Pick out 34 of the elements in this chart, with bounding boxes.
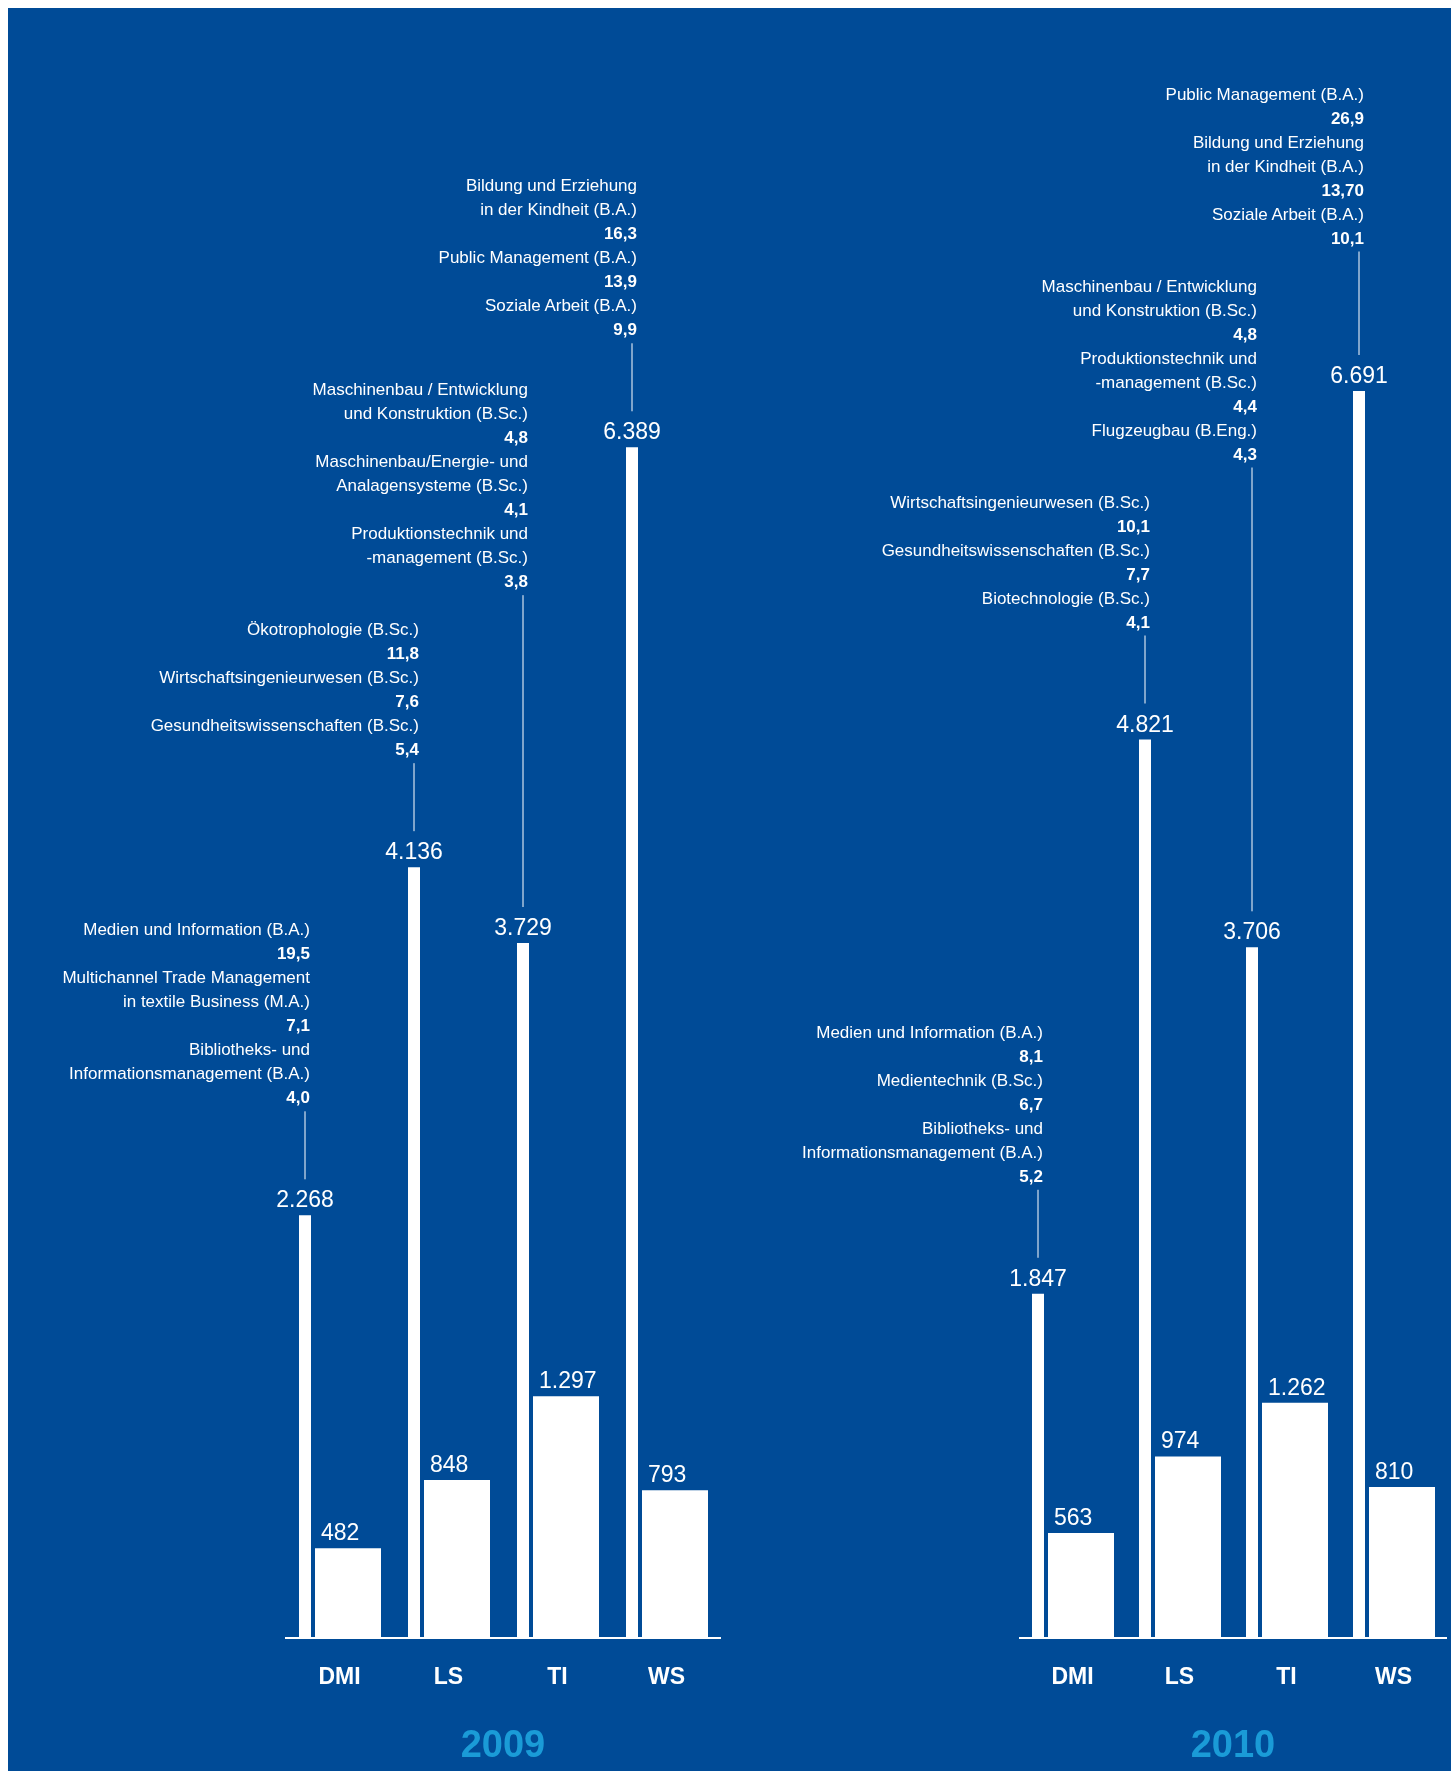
data-label: 4.821 (1116, 710, 1174, 737)
annotation: Maschinenbau / Entwicklung und Konstruktion (B.Sc.) 4,8 Produktionstechnik und -management (B.Sc.) 4,4 Flugzeugbau (B.Eng.) 4,3 (1041, 276, 1258, 464)
data-label: 6.691 (1330, 362, 1388, 388)
data-label: 482 (321, 1519, 360, 1546)
x-tick-label: LS (1164, 1663, 1195, 1690)
annotation: Medien und Information (B.A.) 8,1 Medientechnik (B.Sc.) 6,7 Bibliotheks- und Informationsmanagement (B.A.) 5,2 (802, 1022, 1043, 1186)
x-tick-label: WS (647, 1663, 686, 1690)
x-tick-label: LS (433, 1663, 464, 1690)
x-tick-label: TI (1276, 1663, 1297, 1690)
annotation: Ökotrophologie (B.Sc.) 11,8 Wirtschaftsingenieurwesen (B.Sc.) 7,6 Gesundheitswissenschaften (B.Sc.) 5,4 (150, 620, 420, 760)
annotation: Medien und Information (B.A.) 19,5 Multichannel Trade Management in textile Business (M.A.) 7,1 Bibliotheks- und Informationsmanagement (B.A.) 4,0 (62, 920, 311, 1108)
data-label: 1.262 (1268, 1373, 1326, 1400)
data-label: 1.297 (539, 1367, 597, 1394)
data-label: 810 (1375, 1458, 1414, 1485)
text: Bildung und Erziehung in der Kindheit (B.A.) 16,3 Public Management (B.A.) 13,9 Soziale Arbeit (B.A.) 9,9 (438, 176, 637, 340)
x-tick-label: DMI (318, 1663, 361, 1690)
data-label: 793 (648, 1461, 687, 1488)
data-label: 3.706 (1223, 918, 1281, 945)
data-label: 6.389 (603, 418, 661, 445)
data-label: 4.136 (385, 838, 443, 865)
x-tick-label: TI (547, 1663, 568, 1690)
data-label: 2.268 (276, 1186, 334, 1213)
text: 2009 (459, 1723, 547, 1766)
x-tick-label: DMI (1051, 1663, 1094, 1690)
data-label: 3.729 (494, 914, 552, 941)
text: 2010 (1189, 1723, 1277, 1766)
data-label: 974 (1161, 1427, 1200, 1454)
annotation: Wirtschaftsingenieurwesen (B.Sc.) 10,1 Gesundheitswissenschaften (B.Sc.) 7,7 Biotechnologie (B.Sc.) 4,1 (881, 492, 1150, 632)
x-tick-label: WS (1374, 1663, 1413, 1690)
text: Public Management (B.A.) 26,9 Bildung und Erziehung in der Kindheit (B.A.) 13,70 Soziale Arbeit (B.A.) 10,1 (1165, 84, 1364, 248)
data-label: 1.847 (1009, 1264, 1067, 1291)
data-label: 563 (1054, 1504, 1093, 1531)
data-label: 848 (430, 1450, 469, 1477)
text: Maschinenbau / Entwicklung und Konstruktion (B.Sc.) 4,8 Maschinenbau/Energie- und Analagensysteme (B.Sc.) 4,1 Produktionstechnik und -management (B.Sc.) 3,8 (312, 380, 528, 592)
